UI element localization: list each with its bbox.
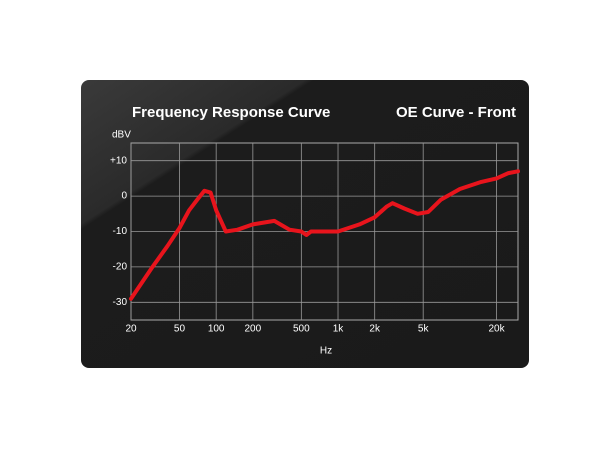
x-tick-label: 500: [293, 324, 310, 335]
y-tick-label: +10: [110, 155, 127, 166]
x-tick-label: 2k: [369, 324, 381, 335]
x-tick-label: 20k: [488, 324, 505, 335]
x-tick-label: 50: [174, 324, 186, 335]
curve: [129, 169, 520, 301]
chart-subtitle: OE Curve - Front: [396, 104, 516, 121]
y-tick-label: -20: [113, 262, 128, 273]
x-axis-label: Hz: [320, 346, 332, 357]
panel: [81, 80, 529, 368]
y-axis-label: dBV: [112, 130, 131, 141]
chart-title: Frequency Response Curve: [132, 104, 330, 121]
x-tick-label: 200: [245, 324, 262, 335]
x-tick-label: 5k: [418, 324, 430, 335]
x-tick-label: 100: [208, 324, 225, 335]
x-tick-label: 1k: [333, 324, 345, 335]
y-tick-label: 0: [121, 191, 127, 202]
x-tick-label: 20: [125, 324, 137, 335]
y-tick-label: -30: [113, 297, 128, 308]
y-tick-label: -10: [113, 226, 128, 237]
